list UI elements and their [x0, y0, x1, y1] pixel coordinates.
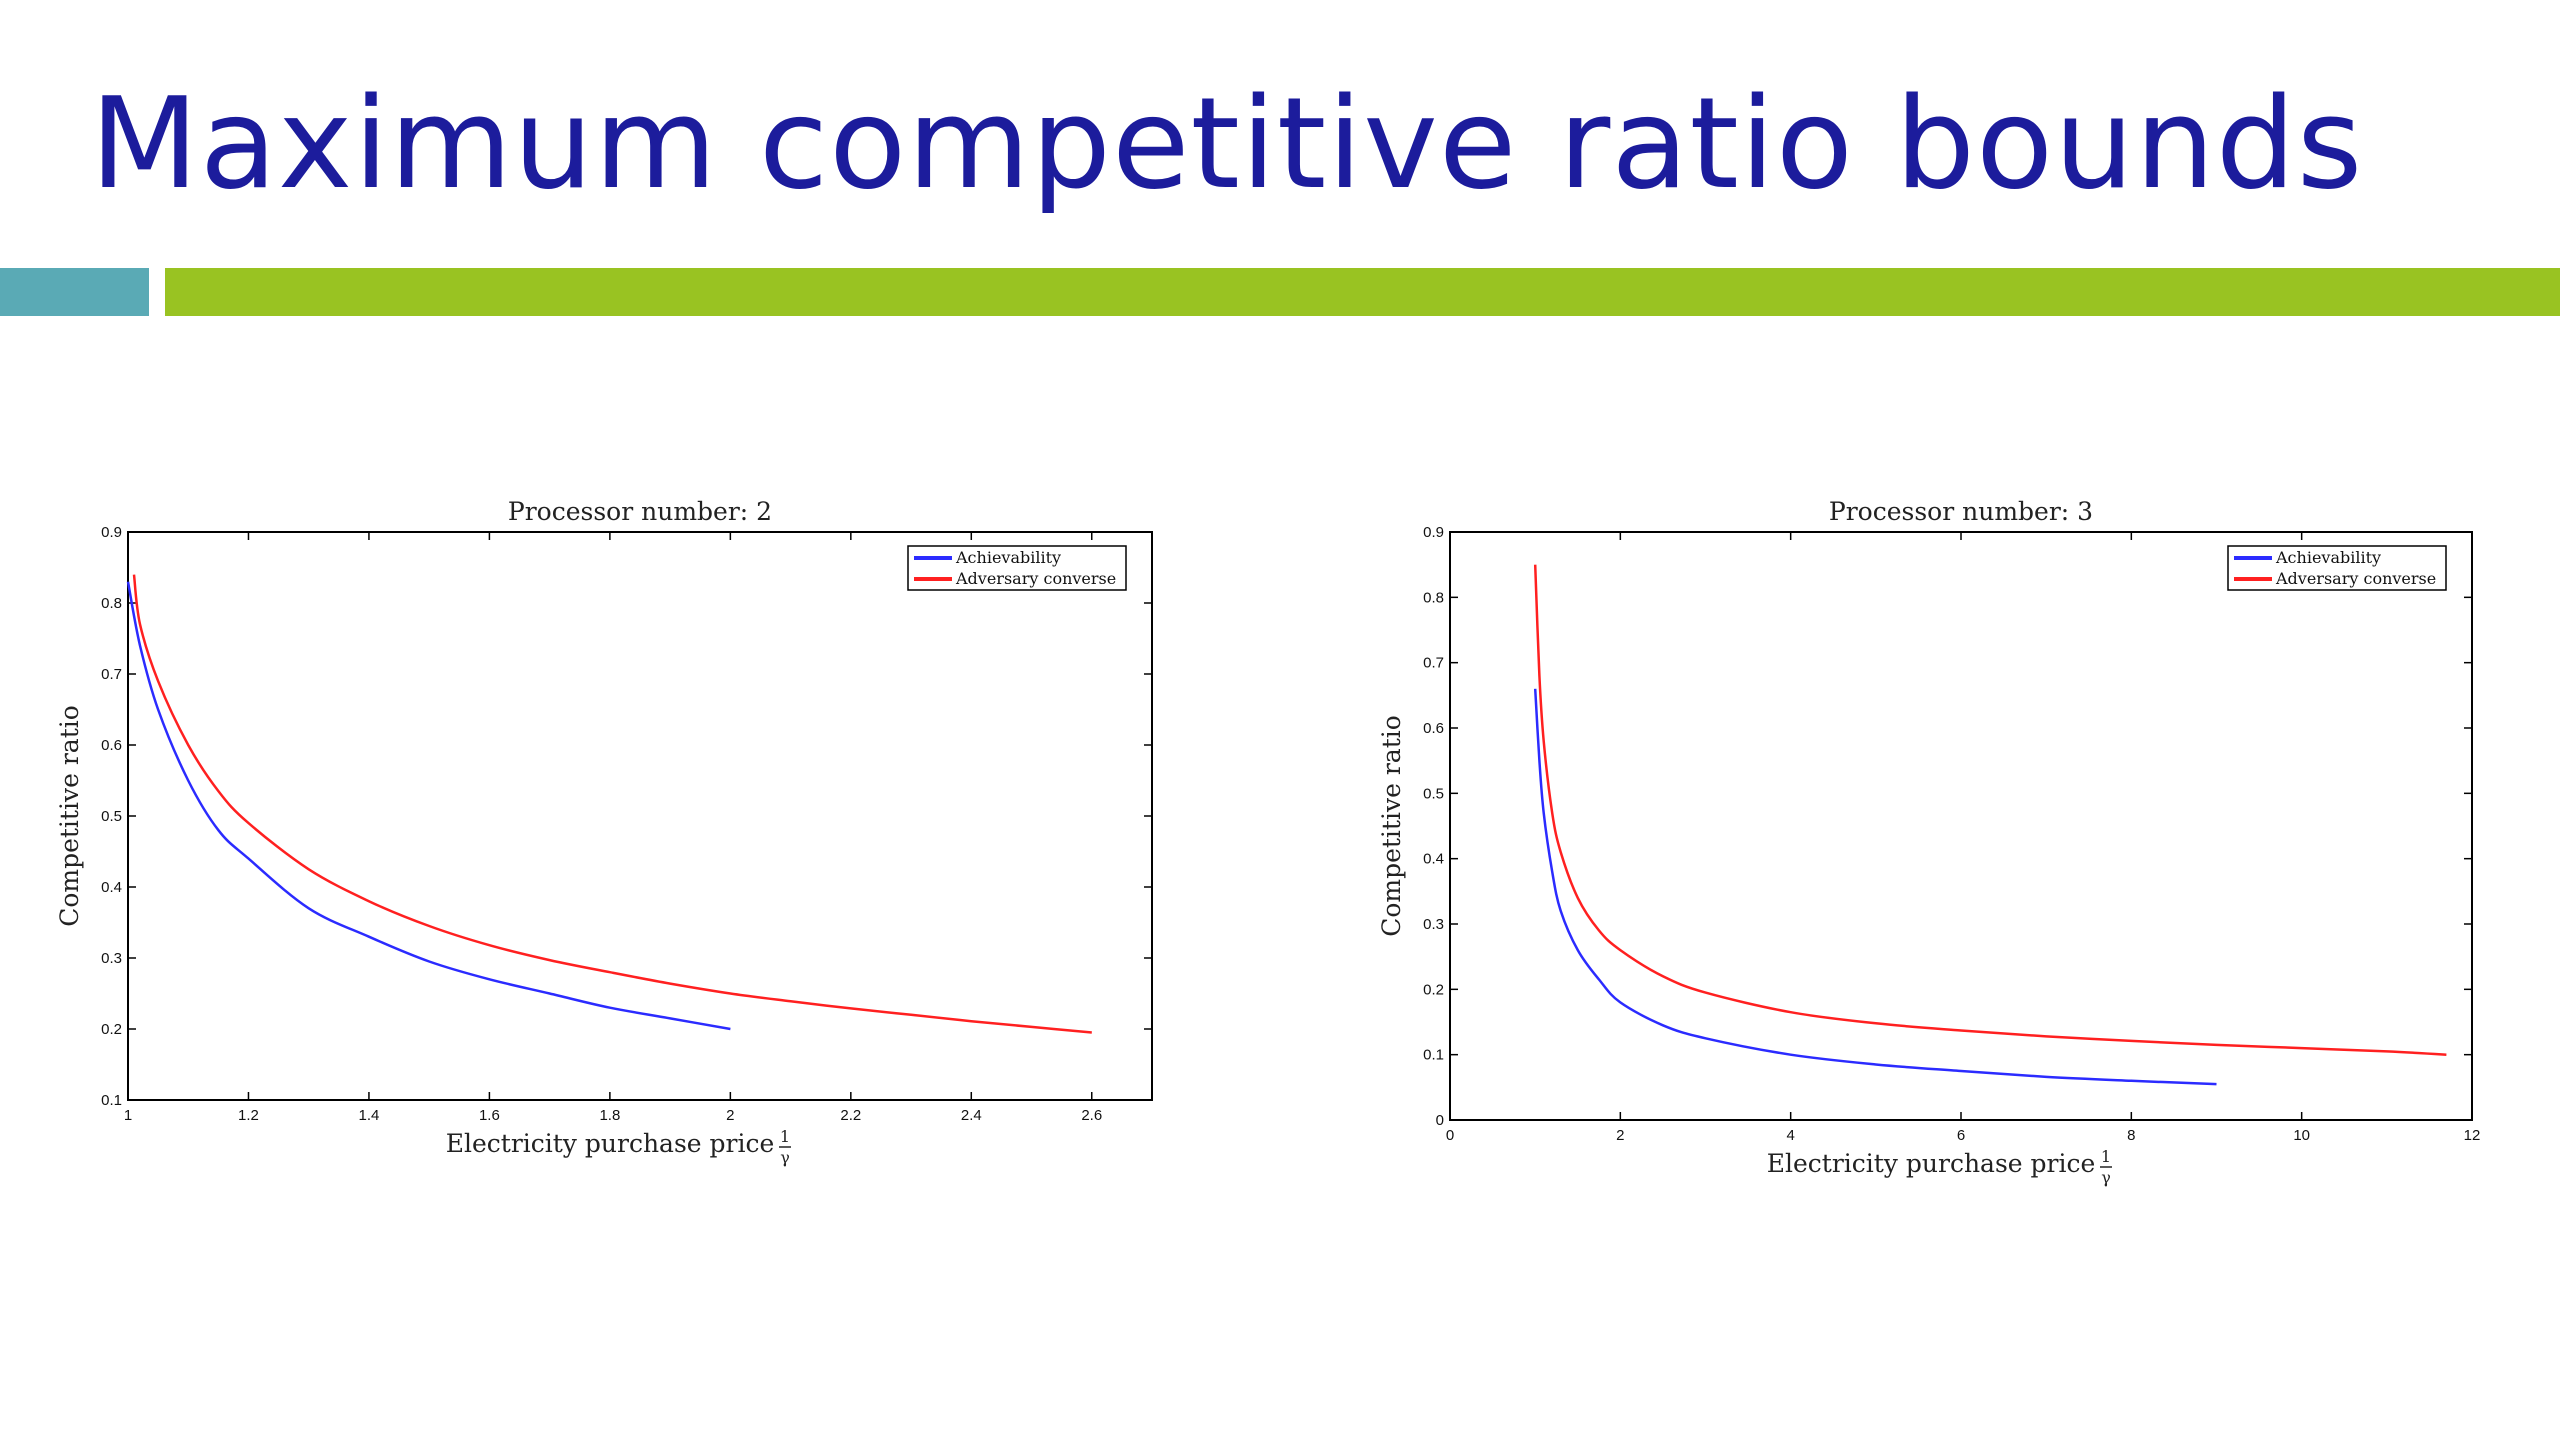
chart2-xtick-label: 12	[2464, 1127, 2481, 1144]
chart2-legend	[2227, 545, 2447, 591]
chart2-xlabel-frac-num: 1	[2101, 1147, 2111, 1166]
chart1-ytick-label: 0.1	[101, 1092, 122, 1109]
chart2-xtick-label: 0	[1446, 1127, 1454, 1144]
chart2-xtick-label: 8	[2127, 1127, 2135, 1144]
accent-bar-teal	[0, 268, 149, 316]
chart1-ytick-label: 0.7	[101, 666, 122, 683]
chart1-xtick-label: 2.2	[840, 1107, 861, 1124]
chart2-plot-frame	[1449, 531, 2473, 1121]
chart2-series-achievability-line	[1533, 688, 2217, 1086]
chart1-plot-frame	[127, 531, 1153, 1101]
chart1-xtick-label: 1.2	[238, 1107, 259, 1124]
accent-bar-green	[165, 268, 2560, 316]
chart2-title: Processor number: 3	[1829, 497, 2093, 526]
chart2-ylabel: Competitive ratio	[1377, 715, 1406, 937]
chart1-legend-label: Achievability	[955, 548, 1061, 567]
chart1-xtick-label: 1.8	[599, 1107, 620, 1124]
chart1-xtick-label: 1	[124, 1107, 132, 1124]
chart1-title: Processor number: 2	[508, 497, 772, 526]
chart2-ytick-label: 0.9	[1423, 524, 1444, 541]
chart2-xtick-label: 2	[1616, 1127, 1624, 1144]
chart1-ytick-label: 0.9	[101, 524, 122, 541]
chart1-xtick-label: 1.4	[359, 1107, 380, 1124]
chart2-xtick-label: 10	[2293, 1127, 2310, 1144]
chart1-legend	[907, 545, 1127, 591]
chart1-xlabel-frac-num: 1	[780, 1127, 790, 1146]
chart1-ytick-label: 0.3	[101, 950, 122, 967]
chart2-xtick-label: 4	[1786, 1127, 1794, 1144]
chart2-xtick-label: 6	[1957, 1127, 1965, 1144]
chart1-ytick-label: 0.4	[101, 879, 122, 896]
slide-title: Maximum competitive ratio bounds	[90, 70, 2364, 217]
chart1-ytick-label: 0.5	[101, 808, 122, 825]
chart1-xtick-label: 2.6	[1081, 1107, 1102, 1124]
chart1-series-adversary-converse-line	[132, 574, 1092, 1034]
chart1-ytick-label: 0.2	[101, 1021, 122, 1038]
chart2-ytick-label: 0.3	[1423, 916, 1444, 933]
chart1-ytick-label: 0.6	[101, 737, 122, 754]
chart2-xlabel-frac-den: γ	[2101, 1168, 2111, 1187]
chart2-ytick-label: 0.4	[1423, 851, 1444, 868]
chart2-ytick-label: 0.7	[1423, 655, 1444, 672]
chart2-ytick-label: 0	[1436, 1112, 1444, 1129]
chart1-xtick-label: 1.6	[479, 1107, 500, 1124]
chart1-legend-label: Adversary converse	[955, 569, 1116, 588]
chart2-ytick-label: 0.1	[1423, 1047, 1444, 1064]
chart2-ytick-label: 0.5	[1423, 785, 1444, 802]
chart1-series-achievability-line	[126, 581, 731, 1031]
chart1-ylabel: Competitive ratio	[55, 705, 84, 927]
chart1-xtick-label: 2	[726, 1107, 734, 1124]
chart1-xlabel: Electricity purchase price	[446, 1129, 775, 1158]
chart2-series-adversary-converse-line	[1533, 564, 2447, 1056]
chart2-ytick-label: 0.8	[1423, 589, 1444, 606]
chart1-xtick-label: 2.4	[961, 1107, 982, 1124]
chart2-ytick-label: 0.2	[1423, 981, 1444, 998]
chart1-xlabel-frac-den: γ	[780, 1148, 790, 1167]
chart1-ytick-label: 0.8	[101, 595, 122, 612]
chart2-ytick-label: 0.6	[1423, 720, 1444, 737]
chart2-legend-label: Achievability	[2275, 548, 2381, 567]
chart2-legend-label: Adversary converse	[2275, 569, 2436, 588]
chart2-xlabel: Electricity purchase price	[1767, 1149, 2096, 1178]
